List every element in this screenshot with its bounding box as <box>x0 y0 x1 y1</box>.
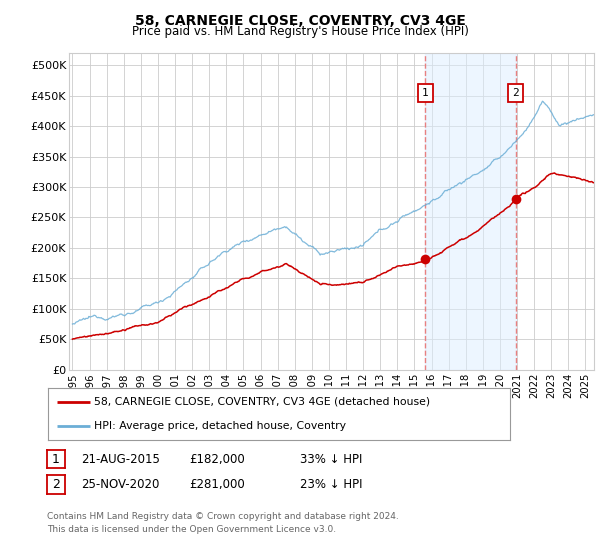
Text: Price paid vs. HM Land Registry's House Price Index (HPI): Price paid vs. HM Land Registry's House … <box>131 25 469 38</box>
Text: 2: 2 <box>512 88 519 98</box>
Text: 23% ↓ HPI: 23% ↓ HPI <box>300 478 362 491</box>
Text: 1: 1 <box>422 88 429 98</box>
Text: £182,000: £182,000 <box>189 452 245 466</box>
Text: Contains HM Land Registry data © Crown copyright and database right 2024.
This d: Contains HM Land Registry data © Crown c… <box>47 512 398 534</box>
Bar <box>425 53 515 370</box>
Text: 33% ↓ HPI: 33% ↓ HPI <box>300 452 362 466</box>
Text: 25-NOV-2020: 25-NOV-2020 <box>81 478 160 491</box>
Text: 1: 1 <box>52 452 60 466</box>
Text: HPI: Average price, detached house, Coventry: HPI: Average price, detached house, Cove… <box>94 421 346 431</box>
Text: 58, CARNEGIE CLOSE, COVENTRY, CV3 4GE (detached house): 58, CARNEGIE CLOSE, COVENTRY, CV3 4GE (d… <box>94 396 430 407</box>
Text: £281,000: £281,000 <box>189 478 245 491</box>
Text: 2: 2 <box>52 478 60 491</box>
Text: 21-AUG-2015: 21-AUG-2015 <box>81 452 160 466</box>
Text: 58, CARNEGIE CLOSE, COVENTRY, CV3 4GE: 58, CARNEGIE CLOSE, COVENTRY, CV3 4GE <box>134 14 466 28</box>
